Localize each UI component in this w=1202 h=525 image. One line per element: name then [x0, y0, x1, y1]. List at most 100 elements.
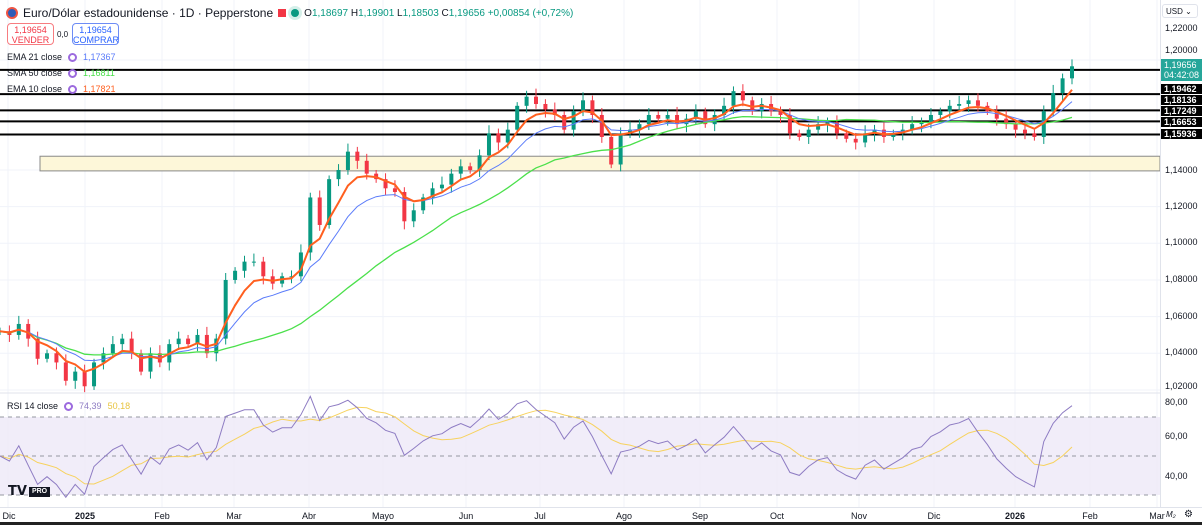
candle-body: [1013, 124, 1018, 130]
ema10-legend[interactable]: EMA 10 close 1,17821: [7, 84, 116, 94]
time-label: Mayo: [371, 511, 395, 521]
candle-body: [35, 338, 40, 359]
currency-select[interactable]: USD ⌄: [1162, 4, 1198, 18]
current-price-label: 1,19656 04:42:08: [1161, 59, 1202, 81]
candle-body: [430, 188, 435, 198]
candle-body: [233, 270, 238, 280]
candle-body: [872, 129, 877, 134]
sma50-line: [0, 115, 1073, 356]
candle-body: [327, 179, 332, 225]
candle-body: [778, 111, 783, 115]
candle-body: [204, 334, 209, 354]
time-label: Sep: [691, 511, 709, 521]
candle-body: [938, 111, 943, 115]
candle-body: [242, 261, 247, 271]
candle-body: [26, 323, 31, 339]
candle-body: [534, 96, 538, 104]
candle-body: [449, 173, 454, 185]
candle-body: [703, 111, 708, 125]
candle-body: [863, 133, 868, 143]
bar-countdown: 04:42:08: [1164, 70, 1200, 80]
candle-body: [947, 105, 952, 112]
price-tick: 1,06000: [1165, 311, 1198, 321]
candle-body: [928, 114, 933, 123]
candles: [0, 59, 1074, 393]
candle-body: [496, 133, 501, 143]
candle-body: [599, 114, 604, 137]
candle-body: [543, 103, 548, 110]
time-axis[interactable]: Dic 2025 Feb Mar Abr Mayo Jun Jul Ago Sep Oct Nov Di…: [0, 507, 1202, 522]
time-label: 2025: [74, 511, 96, 521]
candle-body: [675, 114, 680, 125]
level-price-label: 1,19462: [1161, 84, 1202, 94]
candle-body: [825, 122, 830, 125]
buy-button[interactable]: 1,19654 COMPRAR: [72, 23, 120, 45]
price-tick: 1,22000: [1165, 23, 1198, 33]
rsi-legend[interactable]: RSI 14 close 74,39 50,18: [7, 401, 131, 411]
sell-button[interactable]: 1,19654 VENDER: [7, 23, 54, 45]
symbol-title[interactable]: Euro/Dólar estadounidense · 1D · Peppers…: [23, 6, 274, 20]
candle-body: [966, 100, 971, 104]
price-tick: 1,02000: [1165, 381, 1198, 391]
spread: 0,0: [57, 30, 69, 39]
candle-body: [129, 338, 134, 354]
candle-body: [919, 122, 924, 125]
price-tick: 1,20000: [1165, 45, 1198, 55]
candle-body: [628, 129, 633, 134]
sma50-legend[interactable]: SMA 50 close 1,16811: [7, 68, 115, 78]
refresh-icon: [68, 85, 78, 94]
candle-body: [1032, 133, 1037, 137]
price-chart[interactable]: [0, 0, 1160, 507]
candle-body: [63, 362, 68, 381]
candle-body: [524, 96, 529, 106]
candle-body: [562, 114, 567, 130]
candle-body: [1004, 118, 1009, 125]
candle-body: [797, 133, 802, 137]
candle-body: [609, 136, 614, 165]
candle-body: [722, 105, 727, 115]
candle-body: [345, 151, 350, 170]
rsi-line: [0, 395, 1073, 499]
candle-body: [261, 261, 266, 277]
time-label: Abr: [301, 511, 317, 521]
candle-body: [646, 114, 651, 125]
candle-body: [787, 114, 792, 134]
candle-body: [1022, 129, 1027, 134]
candle-body: [45, 353, 50, 359]
candle-body: [486, 133, 491, 156]
candle-body: [468, 166, 473, 170]
candle-body: [355, 151, 360, 161]
candle-body: [251, 261, 256, 263]
candle-body: [411, 210, 416, 222]
settings-gear-icon[interactable]: ⚙: [1184, 509, 1193, 520]
time-label: Feb: [1082, 511, 1098, 521]
candle-body: [101, 353, 106, 363]
ema21-legend[interactable]: EMA 21 close 1,17367: [7, 52, 116, 62]
candle-body: [439, 184, 444, 189]
candle-body: [844, 133, 849, 139]
level-price-label: 1,16653: [1161, 117, 1202, 127]
time-label: Dic: [2, 511, 16, 521]
current-price: 1,19656: [1164, 60, 1197, 70]
candle-body: [731, 91, 736, 106]
refresh-icon: [68, 53, 78, 62]
candle-body: [581, 100, 586, 112]
flag-icon[interactable]: [278, 9, 287, 17]
currency-label: USD: [1166, 7, 1183, 16]
candle-body: [214, 338, 219, 354]
candle-body: [816, 124, 821, 130]
ohlc-values: O1,18697 H1,19901 L1,18503 C1,19656 +0,0…: [304, 7, 574, 19]
candle-body: [505, 129, 510, 143]
level-price-label: 1,15936: [1161, 129, 1202, 139]
candle-body: [176, 338, 181, 345]
time-label: Oct: [769, 511, 785, 521]
candle-body: [712, 114, 717, 125]
candle-body: [477, 155, 482, 170]
log-scale-toggle[interactable]: M₂: [1166, 510, 1176, 519]
time-label: Nov: [850, 511, 868, 521]
price-tick: 1,08000: [1165, 274, 1198, 284]
candle-body: [289, 276, 294, 278]
tradingview-logo[interactable]: TV PRO: [8, 485, 51, 499]
candle-body: [73, 371, 78, 381]
market-open-icon: [291, 9, 300, 17]
